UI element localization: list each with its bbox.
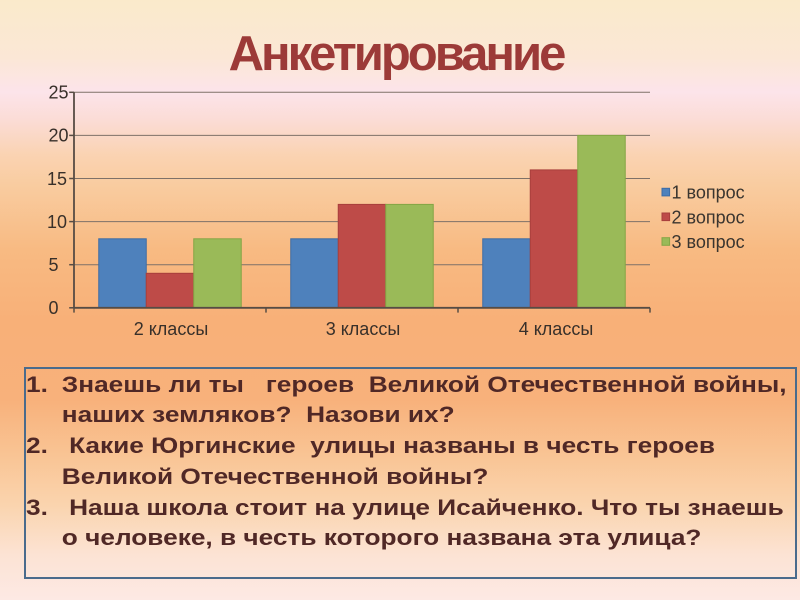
- svg-text:3 вопрос: 3 вопрос: [672, 232, 745, 252]
- svg-text:20: 20: [49, 126, 69, 146]
- svg-text:4 классы: 4 классы: [519, 319, 594, 339]
- svg-text:5: 5: [49, 255, 59, 275]
- svg-text:25: 25: [49, 83, 69, 103]
- svg-text:15: 15: [47, 169, 67, 189]
- svg-text:1 вопрос: 1 вопрос: [672, 183, 745, 203]
- svg-text:2 классы: 2 классы: [134, 319, 209, 339]
- svg-text:3 классы: 3 классы: [326, 319, 401, 339]
- svg-text:0: 0: [49, 298, 59, 318]
- svg-text:10: 10: [47, 212, 67, 232]
- svg-text:2 вопрос: 2 вопрос: [672, 207, 745, 227]
